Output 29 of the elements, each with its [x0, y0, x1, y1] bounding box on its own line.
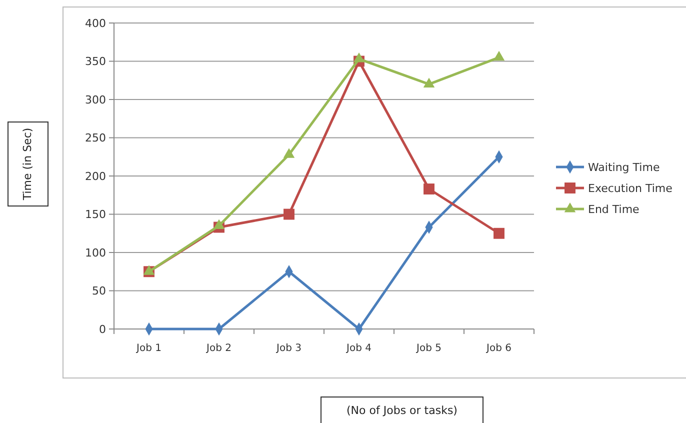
point: [283, 148, 295, 158]
point: [353, 52, 365, 62]
point: [424, 184, 434, 194]
y-tick-label: 200: [85, 170, 106, 183]
legend-label: End Time: [588, 202, 640, 216]
y-tick-label: 0: [99, 322, 106, 336]
x-tick-label: Job 4: [346, 343, 372, 354]
y-tick-label: 150: [85, 208, 106, 222]
y-tick-label: 350: [85, 55, 106, 68]
point: [423, 78, 435, 88]
point: [284, 208, 294, 220]
y-tick-label: 300: [85, 93, 106, 106]
y-tick-label: 400: [85, 16, 106, 30]
point: [213, 219, 225, 229]
y-tick-label: 100: [85, 246, 106, 260]
x-tick-label: Job 1: [136, 343, 162, 354]
point: [143, 265, 155, 275]
point: [493, 50, 505, 61]
y-tick-label: 250: [85, 132, 106, 145]
x-tick-label: Job 5: [416, 343, 442, 354]
x-tick-label: Job 6: [486, 343, 512, 354]
y-axis-title: Time (in Sec): [21, 128, 34, 202]
x-tick-label: Job 3: [276, 343, 302, 354]
x-axis-title: (No of Jobs or tasks): [346, 404, 458, 417]
x-tick-label: Job 2: [206, 343, 232, 354]
legend-label: Waiting Time: [588, 160, 660, 174]
legend-label: Execution Time: [588, 182, 673, 195]
point: [494, 228, 504, 239]
y-tick-label: 50: [92, 284, 106, 298]
